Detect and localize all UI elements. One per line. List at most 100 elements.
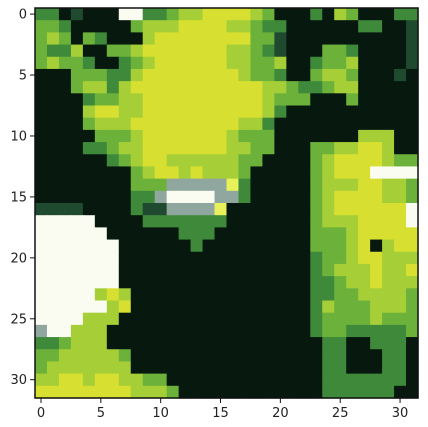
heatmap-cell xyxy=(274,251,287,265)
heatmap-cell xyxy=(214,300,228,314)
heatmap-cell xyxy=(370,44,383,58)
heatmap-cell xyxy=(346,56,359,70)
heatmap-cell xyxy=(238,203,252,216)
heatmap-cell xyxy=(46,8,60,21)
heatmap-cell xyxy=(130,337,144,350)
heatmap-cell xyxy=(118,385,132,399)
x-tick-label: 5 xyxy=(97,406,105,421)
heatmap-cell xyxy=(58,361,72,375)
heatmap-cell xyxy=(154,68,168,82)
heatmap-cell xyxy=(46,93,60,107)
x-tick-label: 25 xyxy=(332,406,349,421)
heatmap-cell xyxy=(46,288,60,302)
heatmap-cell xyxy=(238,44,252,58)
heatmap-cell xyxy=(370,56,383,70)
heatmap-cell xyxy=(202,129,216,143)
heatmap-cell xyxy=(286,263,299,277)
heatmap-cell xyxy=(274,385,287,399)
heatmap-cell xyxy=(166,324,180,338)
heatmap-cell xyxy=(214,361,228,375)
heatmap-cell xyxy=(310,312,323,326)
heatmap-cell xyxy=(382,44,395,58)
heatmap-cell xyxy=(226,68,240,82)
heatmap-cell xyxy=(58,251,72,265)
heatmap-cell xyxy=(310,251,323,265)
heatmap-cell xyxy=(406,361,419,375)
heatmap-cell xyxy=(178,178,192,192)
heatmap-cell xyxy=(142,68,156,82)
heatmap-cell xyxy=(190,385,204,399)
heatmap-cell xyxy=(346,349,359,363)
heatmap-cell xyxy=(106,203,120,216)
heatmap-cell xyxy=(262,56,275,70)
heatmap-cell xyxy=(166,312,180,326)
heatmap-cell xyxy=(358,32,371,46)
heatmap-cell xyxy=(346,276,359,289)
heatmap-cell xyxy=(118,154,132,168)
heatmap-cell xyxy=(286,129,299,143)
heatmap-cell xyxy=(214,117,228,131)
heatmap-cell xyxy=(406,276,419,289)
heatmap-cell xyxy=(262,105,275,119)
heatmap-cell xyxy=(358,8,371,21)
heatmap-cell xyxy=(106,190,120,204)
heatmap-cell xyxy=(190,20,204,33)
heatmap-cell xyxy=(70,324,84,338)
heatmap-cell xyxy=(250,385,264,399)
heatmap-cell xyxy=(214,385,228,399)
heatmap-cell xyxy=(370,166,383,180)
heatmap-cell xyxy=(130,288,144,302)
heatmap-cell xyxy=(154,56,168,70)
heatmap-cell xyxy=(94,32,108,46)
heatmap-cell xyxy=(82,32,96,46)
heatmap-cell xyxy=(238,142,252,155)
heatmap-cell xyxy=(142,203,156,216)
heatmap-cell xyxy=(322,385,335,399)
heatmap-cell xyxy=(178,68,192,82)
heatmap-cell xyxy=(82,20,96,33)
heatmap-cell xyxy=(58,117,72,131)
heatmap-cell xyxy=(214,20,228,33)
heatmap-cell xyxy=(394,361,407,375)
heatmap-cell xyxy=(286,190,299,204)
heatmap-cell xyxy=(250,203,264,216)
heatmap-cell xyxy=(142,276,156,289)
heatmap-cell xyxy=(178,349,192,363)
heatmap-cell xyxy=(262,276,275,289)
heatmap-cell xyxy=(382,312,395,326)
heatmap-cell xyxy=(226,166,240,180)
heatmap-cell xyxy=(238,166,252,180)
heatmap-cell xyxy=(298,251,311,265)
heatmap-cell xyxy=(310,8,323,21)
heatmap-cell xyxy=(370,68,383,82)
heatmap-cell xyxy=(226,44,240,58)
heatmap-cell xyxy=(310,44,323,58)
heatmap-cell xyxy=(322,20,335,33)
heatmap-cell xyxy=(82,142,96,155)
heatmap-cell xyxy=(142,20,156,33)
heatmap-cell xyxy=(35,227,48,241)
heatmap-cell xyxy=(70,68,84,82)
heatmap-cell xyxy=(130,32,144,46)
heatmap-cell xyxy=(322,337,335,350)
heatmap-cell xyxy=(214,8,228,21)
heatmap-cell xyxy=(130,215,144,228)
heatmap-cell xyxy=(250,117,264,131)
heatmap-cell xyxy=(154,105,168,119)
heatmap-cell xyxy=(118,239,132,253)
heatmap-cell xyxy=(58,276,72,289)
heatmap-cell xyxy=(190,312,204,326)
heatmap-cell xyxy=(202,239,216,253)
heatmap-cell xyxy=(370,349,383,363)
heatmap-cell xyxy=(286,276,299,289)
heatmap-cell xyxy=(394,190,407,204)
heatmap-cell xyxy=(214,337,228,350)
heatmap-cell xyxy=(322,349,335,363)
heatmap-cell xyxy=(94,276,108,289)
heatmap-cell xyxy=(190,300,204,314)
heatmap-cell xyxy=(346,44,359,58)
heatmap-cell xyxy=(250,129,264,143)
heatmap-cell xyxy=(106,373,120,387)
heatmap-cell xyxy=(334,337,347,350)
heatmap-cell xyxy=(274,129,287,143)
